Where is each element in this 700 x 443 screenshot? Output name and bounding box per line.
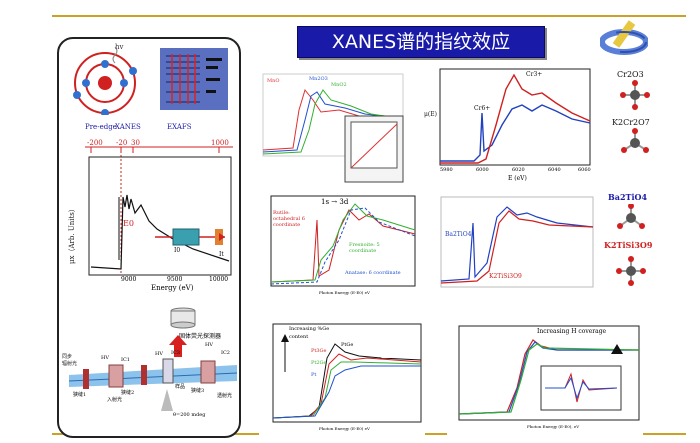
i0-label: I0 [174, 247, 181, 254]
hv3-label: HV [155, 351, 163, 357]
figure-ba-xanes: Ba2TiO4 K2TiSi3O9 [437, 193, 597, 291]
ti-anatase-label: Anatase: 6 coordinate [345, 270, 401, 276]
detector-label: 固体荧光探测器 [179, 333, 222, 340]
compound-ba2tio4: Ba2TiO4 [608, 192, 648, 202]
ic1-label: IC1 [121, 357, 130, 363]
ge-label-pt3ge: Pt3Ge [311, 348, 327, 354]
hv2-label: HV [205, 342, 213, 348]
compound-cr2o3: Cr2O3 [617, 70, 644, 79]
left-x-axis: Energy (eV) [151, 284, 194, 292]
ti-fresnoite-label: Fresnoite: 5 coordinate [349, 242, 380, 254]
ba2tio4-molecule-icon [617, 204, 645, 229]
ba-label: Ba2TiO4 [445, 231, 472, 238]
transmission-inset [155, 228, 225, 246]
slide-title-box: XANES谱的指纹效应 [297, 26, 545, 58]
ge-label-pt2ge: Pt2Ge [311, 360, 327, 366]
figure-cr-xanes: Cr6+ Cr3+ μ(E) 5980 6000 6020 6040 6060 … [422, 65, 598, 187]
figure-ge-xanes: Increasing %Ge content PtGe Pt3Ge Pt2Ge … [259, 318, 425, 436]
top-rule [52, 15, 686, 17]
figure-h-xanes: Increasing H coverage Photon Energy (E-E… [447, 318, 643, 436]
cr-x-axis: E (eV) [508, 175, 527, 182]
k2tisi3o9-molecule-icon [616, 256, 646, 286]
ti-x-axis: Photon Energy (E-E0) eV [319, 290, 370, 295]
ge-annot-2: content [289, 334, 309, 340]
mn-label-mno2: MnO2 [331, 82, 347, 88]
cr-xtick-6020: 6020 [512, 167, 525, 173]
ge-label-pt: Pt [311, 372, 317, 378]
offset-1000: 1000 [211, 139, 229, 147]
it-label: It [219, 251, 224, 258]
slit3-label: 狭缝3 [191, 388, 205, 394]
ge-annot-1: Increasing %Ge [289, 326, 330, 332]
left-y-axis: μx（Arb. Units） [68, 205, 76, 264]
ge-x-axis: Photon Energy (E-E0) eV [319, 426, 370, 431]
offset-minus200: -200 [87, 139, 103, 147]
incident-label: 入射光 [107, 397, 123, 403]
ic2-label: IC2 [221, 350, 230, 356]
left-xtick-9000: 9000 [121, 276, 137, 283]
ti-rutile-label: Rutile: octahedral 6 coordinate [273, 210, 305, 228]
hv1-label: HV [101, 355, 109, 361]
left-panel: hv Pre-edge XANES EXAFS -200 -20 30 1000… [57, 37, 241, 438]
up-arrow-icon [169, 335, 187, 357]
k-ti-label: K2TiSi3O9 [489, 273, 522, 280]
compound-k2tisi3o9: K2TiSi3O9 [604, 240, 653, 250]
ic3-label: IC3 [171, 350, 180, 356]
source-label-1: 同步 [62, 354, 73, 360]
slide-title: XANES谱的指纹效应 [331, 31, 511, 53]
ge-label-ptge: PtGe [341, 342, 354, 348]
k2cr2o7-molecule-icon [621, 128, 649, 153]
figure-ti-xanes: 1s → 3d Rutile: octahedral 6 coordinate … [259, 190, 419, 302]
source-label-2: 辐射光 [62, 361, 78, 367]
exafs-spectrum [85, 146, 233, 276]
mn-label-mno: MnO [267, 78, 280, 84]
cr-xtick-6040: 6040 [548, 167, 561, 173]
cr-xtick-6000: 6000 [476, 167, 489, 173]
ti-transition-label: 1s → 3d [321, 198, 349, 206]
slit1-label: 狭缝1 [73, 392, 87, 398]
left-xtick-9500: 9500 [167, 276, 183, 283]
cr6-label: Cr6+ [474, 105, 491, 112]
atom-diagram [73, 46, 137, 115]
exafs-label: EXAFS [167, 123, 192, 131]
cr2o3-molecule-icon [620, 80, 650, 110]
angle-label: θ=200 mdeg [173, 412, 206, 418]
sample-label: 样品 [175, 384, 186, 390]
logo-icon [600, 20, 648, 55]
h-annot: Increasing H coverage [537, 328, 607, 335]
offset-30: 30 [131, 139, 140, 147]
h-x-axis: Photon Energy (E-E0), eV [527, 424, 580, 429]
hv-label: hv [115, 43, 124, 51]
energy-level-diagram [160, 48, 228, 110]
xanes-label: XANES [115, 123, 141, 131]
transmitted-label: 透射光 [217, 393, 233, 399]
compound-k2cr2o7: K2Cr2O7 [612, 118, 650, 127]
offset-minus20: -20 [116, 139, 128, 147]
figure-mn-xanes: MnO Mn2O3 MnO2 [259, 70, 409, 188]
e0-label: E0 [123, 219, 134, 228]
beamline-diagram [68, 358, 237, 411]
slit2-label: 狭缝2 [121, 390, 135, 396]
cr-xtick-5980: 5980 [440, 167, 453, 173]
pre-edge-label: Pre-edge [85, 123, 117, 131]
cr-y-axis: μ(E) [424, 111, 437, 118]
cr3-label: Cr3+ [526, 71, 543, 78]
detector-icon [170, 307, 196, 329]
mn-label-mn2o3: Mn2O3 [309, 76, 328, 82]
left-xtick-10000: 10000 [209, 276, 229, 283]
cr-xtick-6060: 6060 [578, 167, 591, 173]
